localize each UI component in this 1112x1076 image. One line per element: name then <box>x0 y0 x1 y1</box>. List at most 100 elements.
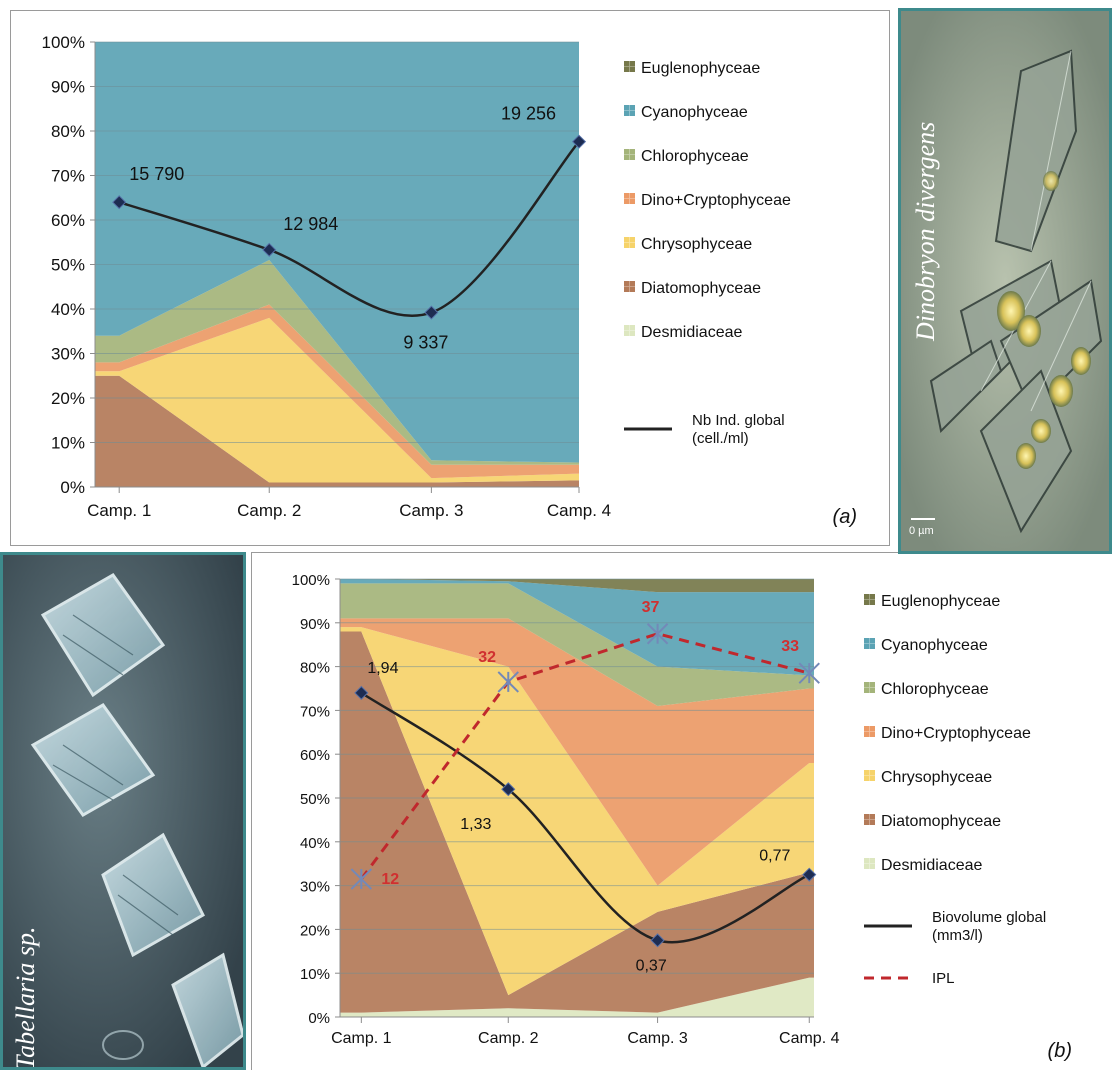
global-line <box>118 140 580 317</box>
area-chlorophyceae <box>95 260 579 465</box>
legend-swatch-texture <box>864 726 875 737</box>
legend-b: Euglenophyceae Cyanophyceae Chlorophyceae D… <box>864 593 1046 987</box>
y-tick-label: 20% <box>51 389 85 408</box>
area-diatomophyceae <box>95 375 579 487</box>
legend-swatch <box>864 858 875 869</box>
legend-swatch <box>624 149 635 160</box>
legend-label: Cyanophyceae <box>881 637 988 654</box>
legend-swatch-texture <box>864 858 875 869</box>
area-series-group-a <box>95 42 579 487</box>
legend-label: Euglenophyceae <box>881 593 1000 610</box>
legend-swatch <box>624 61 635 72</box>
legend-label: Chlorophyceae <box>881 681 989 698</box>
legend-label: IPL <box>932 970 955 987</box>
legend-swatch-texture <box>624 105 635 116</box>
legend-swatch <box>624 193 635 204</box>
x-tick-label: Camp. 3 <box>627 1030 688 1047</box>
data-label: 0,77 <box>759 848 790 865</box>
y-tick-label: 90% <box>51 78 85 97</box>
legend-swatch-texture <box>624 237 635 248</box>
y-tick-label: 0% <box>308 1010 330 1027</box>
legend-swatch-texture <box>864 814 875 825</box>
legend-swatch <box>864 594 875 605</box>
x-tick-label: Camp. 2 <box>478 1030 539 1047</box>
legend-swatch-texture <box>864 682 875 693</box>
legend-swatch <box>624 281 635 292</box>
legend-a: Euglenophyceae Cyanophyceae Chlorophyceae D… <box>624 60 791 447</box>
area-diatomophyceae <box>340 631 814 1013</box>
y-tick-label: 0% <box>60 478 85 497</box>
line-point-marker <box>354 685 369 700</box>
legend-label: Biovolume global <box>932 909 1046 926</box>
legend-label: Cyanophyceae <box>641 104 748 121</box>
legend-swatch <box>624 105 635 116</box>
y-tick-label: 40% <box>51 300 85 319</box>
data-label: 12 984 <box>283 214 338 234</box>
y-tick-labels-b: 0% 10% 20% 30% 40% 50% 60% 70% 80% 90% 100% <box>292 572 340 1027</box>
legend-swatch-texture <box>624 193 635 204</box>
legend-label: Diatomophyceae <box>881 813 1001 830</box>
y-tick-label: 80% <box>51 122 85 141</box>
legend-label: (cell./ml) <box>692 430 749 447</box>
area-chart-b: 0% 10% 20% 30% 40% 50% 60% 70% 80% 90% 100% Camp. 1… <box>292 572 1072 1062</box>
y-tick-label: 70% <box>51 167 85 186</box>
chart-panel-a: 0% 10% 20% 30% 40% 50% 60% 70% 80% 90% 100% Camp. 1… <box>10 10 890 546</box>
data-label: 37 <box>642 599 660 616</box>
y-tick-label: 30% <box>51 345 85 364</box>
ipl-point-marker <box>350 868 373 890</box>
y-tick-label: 70% <box>300 703 330 720</box>
y-tick-label: 40% <box>300 835 330 852</box>
legend-swatch-texture <box>864 638 875 649</box>
line-point-marker <box>501 782 516 797</box>
area-chart-a: 0% 10% 20% 30% 40% 50% 60% 70% 80% 90% 100% Camp. 1… <box>42 33 857 528</box>
ipl-line <box>360 632 810 880</box>
legend-label: Chrysophyceae <box>881 769 992 786</box>
data-label: 15 790 <box>129 164 184 184</box>
legend-swatch-texture <box>624 61 635 72</box>
area-cyanophyceae <box>95 42 579 463</box>
line-series-ipl: 12 32 37 33 <box>350 599 820 890</box>
x-tick-labels-b: Camp. 1 Camp. 2 Camp. 3 Camp. 4 <box>331 1017 840 1047</box>
dinobryon-caption: Dinobryon divergens <box>911 121 940 341</box>
dinobryon-micrograph-image <box>901 11 1109 551</box>
area-dino-cryptophyceae <box>340 618 814 886</box>
area-desmidiaceae <box>340 977 814 1017</box>
data-label: 32 <box>478 649 496 666</box>
y-tick-label: 60% <box>51 211 85 230</box>
legend-swatch <box>624 325 635 336</box>
y-tick-label: 20% <box>300 922 330 939</box>
tabellaria-micrograph-image <box>3 555 243 1067</box>
legend-swatch <box>864 726 875 737</box>
data-label: 1,33 <box>460 816 491 833</box>
legend-label: Nb Ind. global <box>692 412 785 429</box>
y-tick-label: 50% <box>51 256 85 275</box>
line-series-biovolume-global-mm3-l-: 1,94 1,33 0,37 0,77 <box>354 660 817 974</box>
x-tick-label: Camp. 1 <box>87 501 151 520</box>
global-line <box>360 691 810 944</box>
ipl-point-marker <box>497 671 519 693</box>
legend-swatch <box>864 682 875 693</box>
area-chlorophyceae <box>340 583 814 707</box>
panel-label-a: (a) <box>833 506 857 528</box>
legend-label: Dino+Cryptophyceae <box>881 725 1031 742</box>
legend-label: Diatomophyceae <box>641 280 761 297</box>
line-point-marker <box>112 195 127 210</box>
legend-swatch <box>624 237 635 248</box>
legend-label: Desmidiaceae <box>641 324 742 341</box>
ipl-point-marker <box>798 662 820 684</box>
legend-label: Chrysophyceae <box>641 236 752 253</box>
line-point-marker <box>424 305 439 320</box>
tabellaria-photo: Tabellaria sp. <box>0 552 246 1070</box>
legend-label: Euglenophyceae <box>641 60 760 77</box>
area-cyanophyceae <box>340 579 814 676</box>
area-chrysophyceae <box>340 627 814 996</box>
data-label: 19 256 <box>501 104 556 124</box>
legend-swatch <box>864 770 875 781</box>
legend-swatch <box>864 814 875 825</box>
y-tick-label: 30% <box>300 879 330 896</box>
data-label: 9 337 <box>403 333 448 353</box>
legend-swatch <box>864 638 875 649</box>
legend-swatch-texture <box>624 149 635 160</box>
dinobryon-scale-label: 0 µm <box>909 525 934 537</box>
y-tick-label: 10% <box>51 434 85 453</box>
